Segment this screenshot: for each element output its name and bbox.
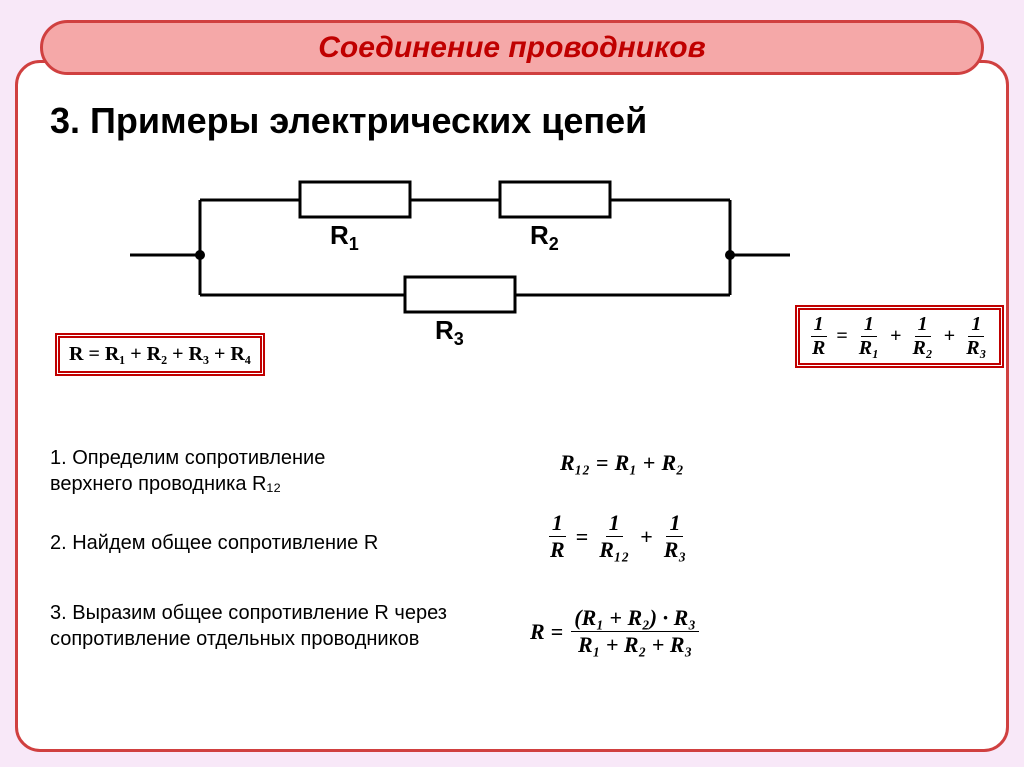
label-r3: R3 <box>435 315 464 350</box>
label-r2: R2 <box>530 220 559 255</box>
title-text: Соединение проводников <box>318 31 706 65</box>
equation-parallel: 1R = 1R₁₂ + 1R₃ <box>545 510 691 563</box>
label-r1: R1 <box>330 220 359 255</box>
equation-total-r: R = (R₁ + R₂) · R₃ R₁ + R₂ + R₃ <box>530 605 701 658</box>
step-1-text: 1. Определим сопротивление верхнего пров… <box>50 445 400 497</box>
step-2-text: 2. Найдем общее сопротивление R <box>50 530 450 556</box>
circuit-diagram: R1 R2 R3 <box>130 170 790 340</box>
parallel-formula: 1R = 1R₁ + 1R₂ + 1R₃ <box>807 313 992 360</box>
series-formula: R = R₁ + R₂ + R₃ + R₄ <box>69 343 251 366</box>
parallel-formula-box: 1R = 1R₁ + 1R₂ + 1R₃ <box>795 305 1004 368</box>
section-title: 3. Примеры электрических цепей <box>50 100 647 142</box>
step-3-text: 3. Выразим общее сопротивление R через с… <box>50 600 450 652</box>
series-formula-box: R = R₁ + R₂ + R₃ + R₄ <box>55 333 265 376</box>
equation-r12: R₁₂=R₁+R₂ <box>560 450 684 476</box>
title-bar: Соединение проводников <box>40 20 984 75</box>
